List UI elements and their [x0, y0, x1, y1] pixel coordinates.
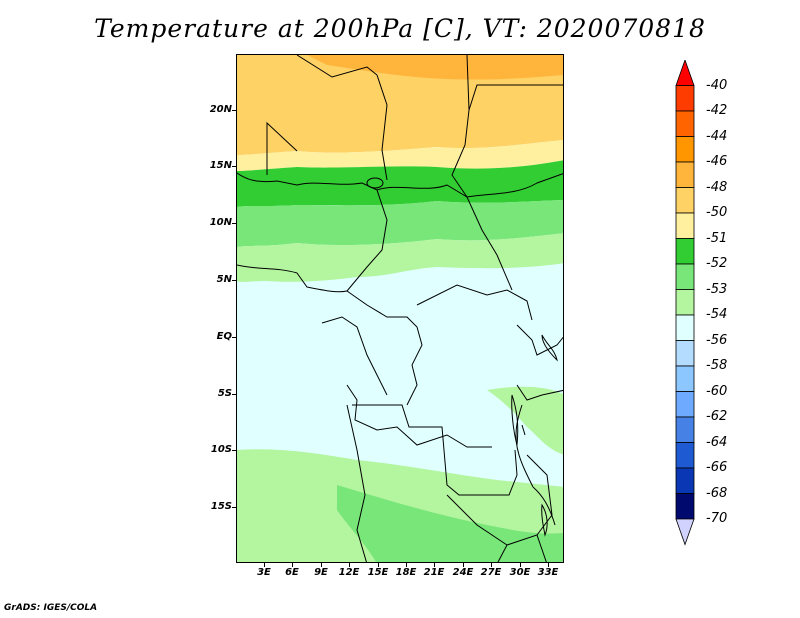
colorbar-level-label: -62: [706, 409, 728, 424]
colorbar: [675, 60, 695, 546]
colorbar-segment: [675, 289, 695, 316]
colorbar-segment: [675, 85, 695, 112]
band-mid-green: [237, 200, 563, 247]
colorbar-level-label: -64: [706, 434, 728, 450]
lon-label-15e: 15E: [367, 567, 389, 578]
lon-tick: [434, 563, 435, 567]
colorbar-level-label: -56: [706, 332, 728, 348]
lon-label-30e: 30E: [509, 567, 531, 578]
colorbar-level-label: -60: [706, 383, 728, 399]
lon-tick: [349, 563, 350, 567]
lat-label-15s: 15S: [210, 501, 232, 512]
colorbar-level-label: -51: [706, 230, 728, 246]
lat-tick: [232, 507, 236, 508]
map-panel: [236, 54, 564, 563]
colorbar-segment: [675, 110, 695, 137]
colorbar-segment: [675, 314, 695, 341]
colorbar-level-label: -53: [706, 281, 728, 297]
lon-tick: [321, 563, 322, 567]
lon-tick: [406, 563, 407, 567]
lat-label-10s: 10S: [210, 444, 232, 455]
colorbar-segment: [675, 416, 695, 443]
lon-tick: [491, 563, 492, 567]
lat-tick: [232, 280, 236, 281]
lat-label-eq: EQ: [216, 331, 232, 342]
lat-tick: [232, 450, 236, 451]
lat-tick: [232, 394, 236, 395]
lon-tick: [520, 563, 521, 567]
band-gold: [237, 55, 563, 155]
colorbar-level-label: -40: [706, 77, 728, 93]
colorbar-level-label: -44: [706, 128, 728, 144]
lat-tick: [232, 166, 236, 167]
colorbar-level-label: -54: [706, 307, 728, 322]
lon-label-3e: 3E: [257, 567, 271, 578]
colorbar-level-label: -66: [706, 460, 728, 475]
band-orange: [307, 55, 563, 80]
colorbar-segment: [675, 238, 695, 265]
lon-label-33e: 33E: [537, 567, 559, 578]
lat-tick: [232, 337, 236, 338]
band-light-green: [237, 233, 563, 282]
lon-label-12e: 12E: [338, 567, 360, 578]
lat-label-10n: 10N: [209, 217, 232, 228]
lat-tick: [232, 110, 236, 111]
lat-label-5s: 5S: [217, 388, 232, 399]
lon-tick: [292, 563, 293, 567]
temperature-field: [237, 55, 563, 562]
colorbar-segment: [675, 493, 695, 520]
colorbar-level-label: -50: [706, 205, 728, 220]
colorbar-segment: [675, 467, 695, 494]
colorbar-segment: [675, 365, 695, 392]
lat-label-5n: 5N: [216, 274, 232, 285]
lon-label-21e: 21E: [423, 567, 445, 578]
colorbar-level-label: -48: [706, 179, 728, 195]
colorbar-segment: [675, 161, 695, 188]
lon-label-24e: 24E: [452, 567, 474, 578]
colorbar-segment: [675, 442, 695, 469]
lakes: [366, 177, 558, 537]
lon-tick: [548, 563, 549, 567]
colorbar-segment: [675, 391, 695, 418]
colorbar-level-label: -52: [706, 256, 728, 271]
band-mid-green-south: [337, 485, 563, 562]
lon-tick: [264, 563, 265, 567]
colorbar-arrow-top: [675, 60, 695, 86]
footer-credit: GrADS: IGES/COLA: [4, 603, 98, 613]
colorbar-segment: [675, 212, 695, 239]
country-borders: [237, 55, 563, 562]
colorbar-level-label: -58: [706, 358, 728, 373]
colorbar-level-label: -42: [706, 103, 728, 118]
lat-tick: [232, 223, 236, 224]
band-light-green-east: [487, 386, 563, 455]
colorbar-segment: [675, 136, 695, 163]
lat-label-20n: 20N: [209, 104, 232, 115]
lon-label-9e: 9E: [314, 567, 328, 578]
colorbar-level-label: -68: [706, 485, 728, 501]
lon-tick: [463, 563, 464, 567]
colorbar-segment: [675, 187, 695, 214]
colorbar-segment: [675, 263, 695, 290]
lon-label-27e: 27E: [480, 567, 502, 578]
lat-label-15n: 15N: [209, 160, 232, 171]
colorbar-level-label: -46: [706, 154, 728, 169]
lon-label-6e: 6E: [285, 567, 299, 578]
lon-label-18e: 18E: [395, 567, 417, 578]
colorbar-segment: [675, 340, 695, 367]
colorbar-level-label: -70: [706, 511, 728, 526]
map-title: Temperature at 200hPa [C], VT: 202007081…: [94, 14, 706, 43]
colorbar-arrow-bottom: [675, 518, 695, 546]
band-pale-yellow: [237, 140, 563, 171]
lon-tick: [378, 563, 379, 567]
